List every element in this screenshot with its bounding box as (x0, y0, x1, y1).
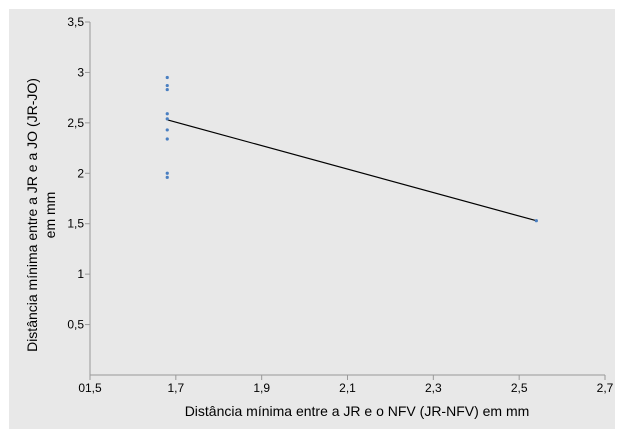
x-tick-label: 1,9 (253, 381, 270, 395)
x-tick-label: 01,5 (78, 381, 102, 395)
data-point (165, 83, 169, 88)
data-point (534, 219, 538, 223)
data-point (165, 171, 169, 175)
axes (85, 21, 606, 380)
y-tick-label: 2,5 (67, 116, 84, 130)
data-point (165, 137, 169, 141)
y-tick-label: 3 (77, 65, 84, 79)
trendline (167, 119, 537, 222)
x-tick-label: 1,7 (167, 381, 184, 395)
x-tick-label: 2,7 (597, 381, 614, 395)
y-tick-label: 3,5 (67, 15, 84, 29)
x-axis-label: Distância mínima entre a JR e o NFV (JR-… (185, 403, 530, 419)
data-point (165, 87, 169, 92)
data-point (165, 128, 169, 132)
data-point (165, 117, 169, 121)
x-tick-label: 2,5 (511, 381, 528, 395)
data-points (165, 75, 538, 223)
x-tick-label: 2,1 (339, 381, 356, 395)
y-axis-label-line-1: Distância mínima entre a JR e a JO (JR-J… (24, 78, 40, 352)
data-point (165, 175, 169, 179)
y-tick-label: 0,5 (67, 318, 84, 332)
data-point (165, 75, 169, 80)
data-point (165, 112, 169, 116)
x-tick-label: 2,3 (425, 381, 442, 395)
y-axis-label-line-2: em mm (42, 192, 58, 239)
trendline-group (167, 119, 537, 222)
chart-background (9, 9, 615, 429)
y-tick-label: 1 (77, 267, 84, 281)
y-tick-label: 2 (77, 166, 84, 180)
tick-labels: 0,5 1 1,5 2 2,5 3 3,5 01,5 1,7 1,9 2,1 2,3 2,5 2,7 (67, 15, 613, 395)
y-tick-label: 1,5 (67, 217, 84, 231)
